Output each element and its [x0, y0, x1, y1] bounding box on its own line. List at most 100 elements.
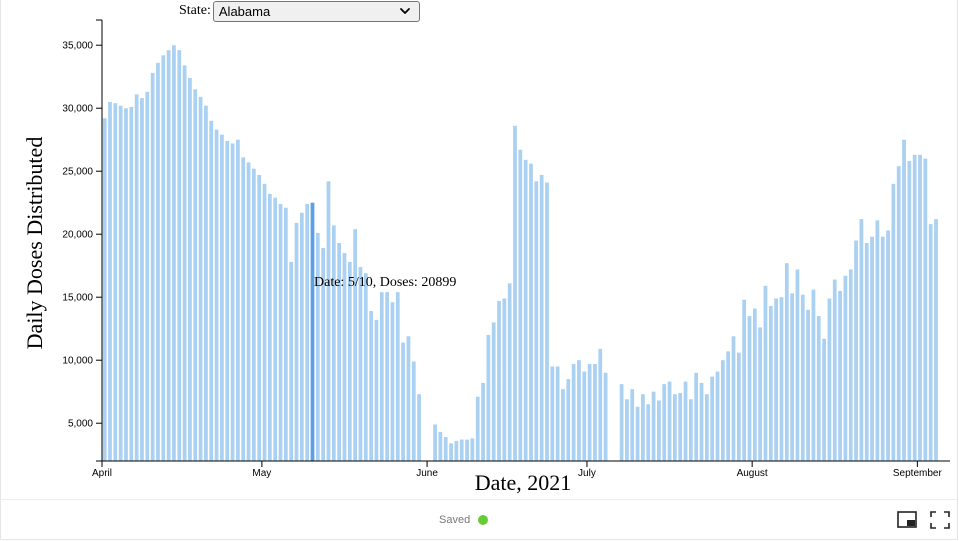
bar[interactable] [715, 371, 720, 461]
bar[interactable] [433, 424, 437, 461]
bar[interactable] [299, 212, 304, 461]
bar[interactable] [331, 225, 336, 461]
bar[interactable] [124, 108, 128, 461]
bar[interactable] [582, 371, 587, 461]
bar[interactable] [118, 105, 123, 462]
bar[interactable] [385, 292, 389, 461]
bar[interactable] [486, 335, 491, 461]
bar[interactable] [198, 96, 203, 462]
bar[interactable] [699, 382, 704, 461]
bar[interactable] [763, 285, 768, 461]
bar[interactable] [822, 338, 826, 461]
bar[interactable] [827, 298, 832, 461]
bar[interactable] [246, 162, 251, 461]
bar[interactable] [768, 306, 773, 461]
bar[interactable] [129, 106, 134, 461]
bar[interactable] [257, 174, 262, 462]
bar[interactable] [470, 438, 475, 461]
bar[interactable] [182, 65, 187, 462]
bar[interactable] [305, 203, 310, 461]
bar[interactable] [241, 157, 246, 461]
bar[interactable] [843, 275, 848, 461]
bar[interactable] [790, 293, 794, 461]
bar[interactable] [497, 300, 501, 461]
bar[interactable] [934, 219, 938, 461]
bar[interactable] [534, 181, 539, 461]
bar[interactable] [784, 263, 789, 461]
bar[interactable] [854, 240, 858, 462]
bar[interactable] [443, 437, 448, 461]
bar[interactable] [401, 342, 405, 461]
bar[interactable] [577, 360, 581, 461]
bar[interactable] [363, 273, 368, 461]
bar[interactable] [353, 229, 357, 461]
bar[interactable] [326, 181, 331, 461]
bar[interactable] [177, 50, 182, 462]
bar[interactable] [635, 406, 640, 461]
bar[interactable] [838, 290, 842, 461]
bar[interactable] [880, 236, 885, 461]
bar[interactable] [145, 91, 150, 461]
bar[interactable] [337, 243, 342, 461]
bar[interactable] [454, 440, 459, 461]
state-select[interactable]: Alabama [212, 0, 420, 22]
bar[interactable] [816, 316, 821, 461]
bar[interactable] [507, 283, 512, 461]
bar[interactable] [225, 140, 230, 461]
picture-in-picture-icon[interactable] [897, 511, 917, 529]
bar[interactable] [928, 224, 933, 461]
bar[interactable] [193, 89, 198, 462]
bar[interactable] [561, 389, 565, 461]
bar[interactable] [113, 103, 118, 461]
bar[interactable] [209, 120, 214, 462]
bar[interactable] [513, 125, 517, 461]
bar[interactable] [449, 443, 453, 461]
bar[interactable] [886, 230, 890, 461]
bar[interactable] [166, 50, 171, 462]
bar[interactable] [347, 261, 352, 461]
bar[interactable] [625, 399, 629, 461]
bar[interactable] [491, 322, 496, 461]
bar[interactable] [752, 308, 757, 461]
bar[interactable] [369, 311, 373, 461]
bar[interactable] [736, 352, 741, 461]
bar[interactable] [294, 222, 299, 461]
bar[interactable] [262, 183, 267, 462]
bar[interactable] [795, 269, 800, 461]
bar[interactable] [406, 336, 411, 461]
bar[interactable] [657, 400, 661, 461]
bar[interactable] [529, 163, 533, 461]
bar[interactable] [720, 360, 725, 461]
bar[interactable] [683, 381, 688, 461]
bar[interactable] [875, 220, 880, 461]
bar[interactable] [220, 134, 224, 461]
bar[interactable] [710, 376, 715, 461]
bar[interactable] [891, 183, 896, 462]
bar[interactable] [161, 55, 166, 461]
bar[interactable] [779, 297, 784, 461]
bar[interactable] [726, 351, 731, 461]
bar[interactable] [662, 384, 667, 461]
fullscreen-icon[interactable] [930, 511, 950, 529]
bar[interactable] [268, 193, 272, 461]
bar[interactable] [896, 166, 901, 461]
bar[interactable] [870, 236, 874, 461]
bar[interactable] [545, 182, 549, 462]
bar[interactable] [774, 298, 778, 461]
bar[interactable] [859, 219, 864, 461]
bar[interactable] [390, 302, 395, 461]
bar[interactable] [593, 363, 597, 461]
bar[interactable] [811, 289, 816, 461]
bar[interactable] [918, 154, 922, 461]
bar[interactable] [598, 348, 603, 461]
bar[interactable] [252, 168, 256, 461]
bar[interactable] [566, 379, 571, 461]
bar[interactable] [459, 439, 464, 461]
bar[interactable] [278, 203, 283, 461]
bar[interactable] [140, 98, 144, 462]
bar[interactable] [395, 292, 400, 461]
bar[interactable] [379, 292, 384, 461]
bar[interactable] [539, 174, 544, 462]
bar[interactable] [619, 384, 624, 461]
bar[interactable] [156, 62, 160, 462]
